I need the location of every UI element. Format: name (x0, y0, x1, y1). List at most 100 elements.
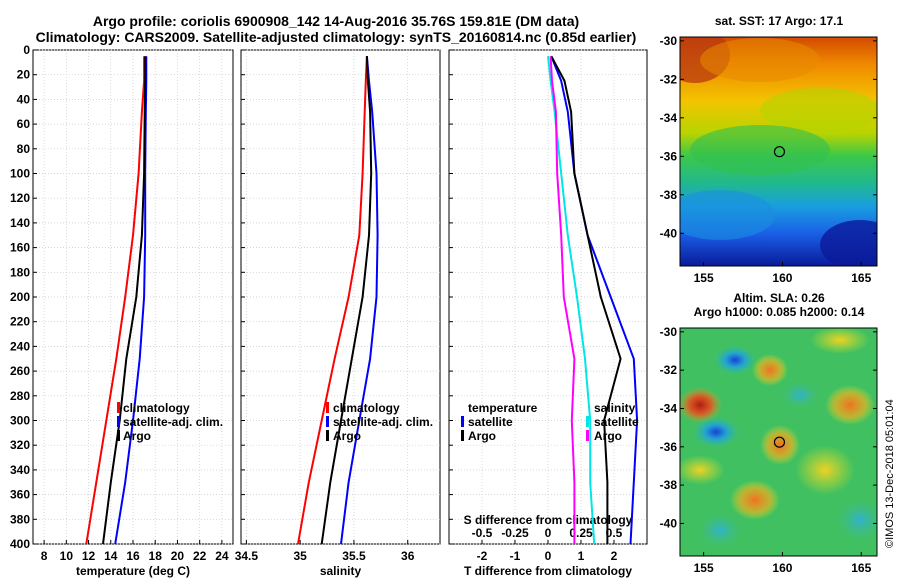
lon-tick-label: 165 (851, 561, 871, 575)
lat-tick-label: -38 (660, 188, 678, 202)
legend-label-t-argo: Argo (468, 429, 496, 443)
legend-label-satellite: satellite-adj. clim. (123, 415, 223, 429)
sst-map: sat. SST: 17 Argo: 17.1 -30-32-34-36-38-… (660, 14, 878, 285)
sla-anomaly (680, 455, 725, 485)
lat-tick-label: -32 (660, 363, 678, 377)
series-Argo (320, 56, 373, 545)
lon-tick-label: 165 (851, 271, 871, 285)
s-diff-tick-label: -0.5 (472, 526, 493, 540)
sst-map-title: sat. SST: 17 Argo: 17.1 (715, 14, 844, 28)
sla-high-anomaly (760, 425, 800, 465)
depth-tick-label: 60 (17, 117, 31, 131)
depth-tick-label: 80 (17, 142, 31, 156)
sla-map: Altim. SLA: 0.26 Argo h1000: 0.085 h2000… (660, 291, 878, 575)
series-climatology (85, 56, 146, 545)
depth-tick-label: 340 (10, 463, 30, 477)
legend-swatch-climatology (117, 402, 120, 413)
sla-high-anomaly (680, 387, 722, 423)
sla-map-frame (679, 327, 878, 557)
legend-swatch-satellite (117, 416, 120, 427)
legend-label-argo: Argo (333, 429, 361, 443)
argo-location-marker (773, 436, 786, 448)
sst-blue-band (680, 190, 775, 240)
depth-tick-label: 220 (10, 315, 30, 329)
sst-green-band (690, 125, 830, 175)
sst-map-axes: -30 -32 -34 -36 -38 -40 155 160 165 (660, 34, 877, 285)
s-diff-tick-label: 0.5 (606, 526, 623, 540)
series-temperature-satellite (550, 55, 639, 545)
title-line-2: Climatology: CARS2009. Satellite-adjuste… (35, 29, 637, 45)
temperature-legend: climatology satellite-adj. clim. Argo (117, 401, 223, 443)
legend-swatch-satellite (326, 416, 329, 427)
s-diff-tick-label: 0.25 (569, 526, 593, 540)
legend-label-s-satellite: satellite (594, 415, 639, 429)
depth-tick-label: 260 (10, 364, 30, 378)
difference-legend: temperature salinity satellite Argo sate… (461, 401, 639, 443)
depth-tick-label: 200 (10, 290, 30, 304)
x-tick-label: 18 (149, 549, 163, 563)
panel-temperature: 0 20 40 60 80 100 120 140 160 180 200 220 240 260 280 3… (10, 43, 234, 578)
series-climatology (297, 56, 368, 545)
sst-cold-core (820, 220, 877, 266)
x-tick-label: -1 (510, 549, 521, 563)
title-line-1: Argo profile: coriolis 6900908_142 14-Au… (92, 13, 580, 29)
legend-swatch-argo (326, 430, 329, 441)
sla-anomaly (780, 381, 820, 409)
x-tick-label: 1 (578, 549, 585, 563)
series-satellite-adj-clim (114, 56, 148, 545)
series-satellite-adj-clim (340, 56, 379, 545)
x-tick-label: 34.5 (235, 549, 259, 563)
lat-tick-label: -38 (660, 478, 678, 492)
x-tick-label: 14 (104, 549, 118, 563)
depth-tick-label: 360 (10, 488, 30, 502)
lon-tick-label: 155 (694, 271, 714, 285)
depth-tick-label: 160 (10, 241, 30, 255)
x-axis-label: T difference from climatology (464, 564, 632, 578)
depth-tick-label: 40 (17, 92, 31, 106)
lat-tick-label: -40 (660, 516, 678, 530)
lat-tick-label: -34 (660, 401, 678, 415)
sla-high-anomaly (752, 354, 788, 386)
x-tick-label: 16 (126, 549, 140, 563)
sla-low-anomaly (692, 416, 740, 448)
s-diff-tick-label: 0 (545, 526, 552, 540)
sla-anomaly (698, 512, 742, 548)
legend-header-salinity: salinity (594, 401, 636, 415)
panel-difference-from-climatology: -2 -1 0 1 2T difference from climatology -0.5… (448, 49, 648, 578)
legend-swatch-t-satellite (461, 416, 464, 427)
depth-tick-label: 100 (10, 167, 30, 181)
depth-tick-label: 140 (10, 216, 30, 230)
depth-tick-label: 0 (23, 43, 30, 57)
series-Argo (102, 56, 147, 545)
profile-panels: 0204060801001201401601802002202402602803… (10, 43, 648, 578)
depth-tick-label: 380 (10, 512, 30, 526)
sla-map-axes: -30 -32 -34 -36 -38 -40 155 160 165 (660, 325, 877, 575)
legend-label-climatology: climatology (123, 401, 190, 415)
lat-tick-label: -34 (660, 111, 678, 125)
depth-tick-label: 300 (10, 414, 30, 428)
depth-tick-label: 180 (10, 265, 30, 279)
x-tick-label: 35.5 (342, 549, 366, 563)
lat-tick-label: -32 (660, 72, 678, 86)
salinity-legend: climatology satellite-adj. clim. Argo (326, 401, 433, 443)
argo-location-marker (773, 146, 786, 158)
x-tick-label: 0 (545, 549, 552, 563)
s-diff-axis-label: S difference from climatology (464, 513, 633, 527)
legend-swatch-climatology (326, 402, 329, 413)
depth-tick-label: 280 (10, 389, 30, 403)
legend-label-t-satellite: satellite (468, 415, 513, 429)
lat-tick-label: -36 (660, 440, 678, 454)
legend-swatch-argo (117, 430, 120, 441)
x-tick-label: 20 (171, 549, 185, 563)
lat-tick-label: -36 (660, 149, 678, 163)
sla-high-anomaly (825, 385, 875, 425)
sla-low-anomaly (713, 345, 757, 375)
x-tick-label: -2 (477, 549, 488, 563)
x-tick-label: 8 (41, 549, 48, 563)
legend-swatch-t-argo (461, 430, 464, 441)
x-tick-label: 24 (215, 549, 229, 563)
sst-front (760, 88, 877, 132)
x-tick-label: 12 (82, 549, 96, 563)
legend-swatch-s-satellite (586, 416, 589, 427)
